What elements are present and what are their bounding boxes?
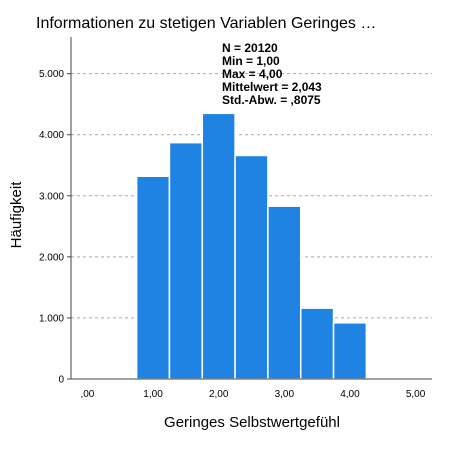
x-tick-label: 4,00 xyxy=(340,389,360,400)
stat-line: Min = 1,00 xyxy=(222,54,280,68)
stat-line: Std.-Abw. = ,8075 xyxy=(222,93,321,107)
histogram-bar xyxy=(201,112,236,380)
stat-line: Mittelwert = 2,043 xyxy=(222,80,322,94)
axes xyxy=(70,37,432,380)
y-axis-ticks: 0 1.000 2.000 3.000 4.000 5.000 xyxy=(39,69,71,386)
y-tick-label: 3.000 xyxy=(39,191,64,202)
stat-line: N = 20120 xyxy=(222,41,278,55)
x-tick-label: 2,00 xyxy=(209,389,229,400)
histogram-bar xyxy=(135,175,171,380)
stat-line: Max = 4,00 xyxy=(222,67,283,81)
x-axis-label: Geringes Selbstwertgefühl xyxy=(164,414,340,431)
histogram-bar xyxy=(234,154,269,380)
histogram-bar xyxy=(332,322,368,380)
histogram-bar xyxy=(267,205,302,380)
y-tick-label: 1.000 xyxy=(39,313,64,324)
histogram-bar xyxy=(168,141,204,380)
bars xyxy=(135,112,368,380)
y-tick-label: 5.000 xyxy=(39,69,64,80)
y-tick-label: 2.000 xyxy=(39,252,64,263)
x-tick-label: 5,00 xyxy=(406,389,426,400)
x-tick-label: 1,00 xyxy=(143,389,163,400)
histogram-bar xyxy=(299,307,335,380)
x-tick-label: ,00 xyxy=(80,389,94,400)
y-tick-label: 0 xyxy=(58,375,64,386)
y-tick-label: 4.000 xyxy=(39,130,64,141)
x-axis-ticks: ,00 1,00 2,00 3,00 4,00 5,00 xyxy=(80,389,425,400)
y-axis-label: Häufigkeit xyxy=(8,181,25,249)
x-tick-label: 3,00 xyxy=(275,389,295,400)
chart-title: Informationen zu stetigen Variablen Geri… xyxy=(36,15,376,32)
